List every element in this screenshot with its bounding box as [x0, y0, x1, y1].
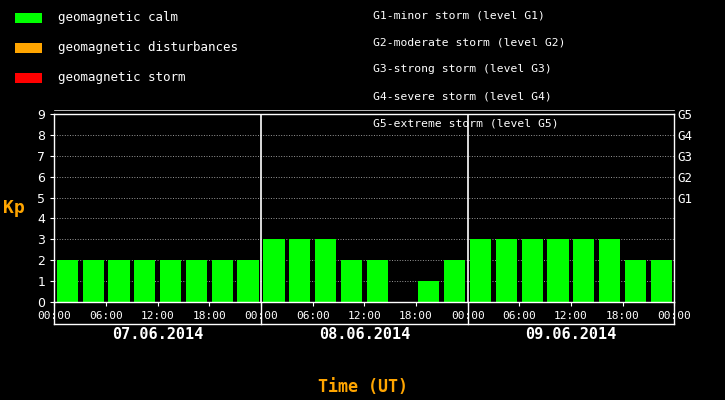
- Bar: [625, 260, 646, 302]
- Bar: [599, 239, 621, 302]
- Text: 08.06.2014: 08.06.2014: [319, 327, 410, 342]
- Bar: [83, 260, 104, 302]
- Bar: [341, 260, 362, 302]
- Bar: [263, 239, 284, 302]
- Bar: [315, 239, 336, 302]
- Bar: [186, 260, 207, 302]
- Text: 07.06.2014: 07.06.2014: [112, 327, 203, 342]
- Text: geomagnetic storm: geomagnetic storm: [58, 72, 186, 84]
- Bar: [134, 260, 155, 302]
- Bar: [289, 239, 310, 302]
- Bar: [212, 260, 233, 302]
- Text: G5-extreme storm (level G5): G5-extreme storm (level G5): [373, 119, 559, 129]
- Text: G4-severe storm (level G4): G4-severe storm (level G4): [373, 92, 552, 102]
- Text: geomagnetic disturbances: geomagnetic disturbances: [58, 42, 238, 54]
- Bar: [547, 239, 568, 302]
- Bar: [470, 239, 491, 302]
- Bar: [651, 260, 672, 302]
- Text: G2-moderate storm (level G2): G2-moderate storm (level G2): [373, 37, 566, 47]
- Text: Kp: Kp: [3, 199, 25, 217]
- Bar: [496, 239, 517, 302]
- Text: Time (UT): Time (UT): [318, 378, 407, 396]
- Bar: [57, 260, 78, 302]
- Text: 09.06.2014: 09.06.2014: [526, 327, 616, 342]
- Text: G3-strong storm (level G3): G3-strong storm (level G3): [373, 64, 552, 74]
- Bar: [238, 260, 259, 302]
- Bar: [108, 260, 130, 302]
- Bar: [521, 239, 543, 302]
- Text: G1-minor storm (level G1): G1-minor storm (level G1): [373, 10, 545, 20]
- Bar: [160, 260, 181, 302]
- Bar: [444, 260, 465, 302]
- Bar: [573, 239, 594, 302]
- Bar: [418, 281, 439, 302]
- Text: geomagnetic calm: geomagnetic calm: [58, 12, 178, 24]
- Bar: [367, 260, 388, 302]
